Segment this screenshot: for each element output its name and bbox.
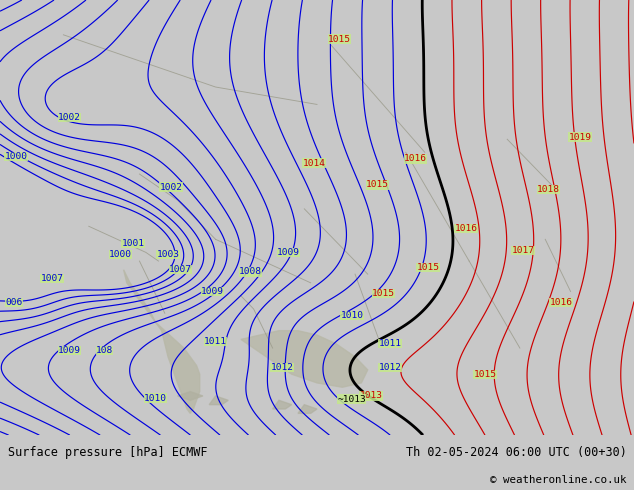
- Text: 1009: 1009: [201, 287, 224, 296]
- Text: 1017: 1017: [512, 245, 534, 255]
- Text: 1012: 1012: [271, 363, 294, 372]
- Text: Th 02-05-2024 06:00 UTC (00+30): Th 02-05-2024 06:00 UTC (00+30): [406, 446, 626, 459]
- Text: 1011: 1011: [204, 337, 227, 346]
- Text: 1007: 1007: [169, 265, 192, 274]
- Text: 006: 006: [5, 298, 23, 307]
- Polygon shape: [124, 270, 200, 414]
- Text: 1007: 1007: [41, 274, 63, 283]
- Polygon shape: [298, 405, 317, 414]
- Polygon shape: [178, 392, 203, 400]
- Text: 1016: 1016: [550, 298, 573, 307]
- Text: 1009: 1009: [277, 248, 300, 257]
- Text: 1002: 1002: [160, 183, 183, 192]
- Text: 1008: 1008: [239, 268, 262, 276]
- Text: 1015: 1015: [366, 180, 389, 190]
- Text: 1002: 1002: [58, 113, 81, 122]
- Text: 1013: 1013: [359, 392, 382, 400]
- Text: 1000: 1000: [4, 152, 27, 161]
- Text: Surface pressure [hPa] ECMWF: Surface pressure [hPa] ECMWF: [8, 446, 207, 459]
- Text: ~1013: ~1013: [337, 394, 366, 403]
- Text: 1001: 1001: [122, 239, 145, 248]
- Text: 1016: 1016: [455, 224, 477, 233]
- Text: 1010: 1010: [144, 393, 167, 403]
- Text: 1003: 1003: [157, 250, 179, 259]
- Text: 1015: 1015: [372, 289, 395, 298]
- Text: 1014: 1014: [302, 159, 325, 168]
- Text: © weatheronline.co.uk: © weatheronline.co.uk: [490, 475, 626, 485]
- Text: 1010: 1010: [340, 311, 363, 320]
- Text: 1015: 1015: [417, 263, 439, 272]
- Text: 1011: 1011: [378, 339, 401, 348]
- Polygon shape: [209, 396, 228, 405]
- Text: 1009: 1009: [58, 346, 81, 355]
- Polygon shape: [241, 331, 368, 387]
- Text: 1019: 1019: [569, 133, 592, 142]
- Text: 1015: 1015: [328, 35, 351, 44]
- Text: 1012: 1012: [378, 363, 401, 372]
- Text: 1018: 1018: [537, 185, 560, 194]
- Text: 1000: 1000: [109, 250, 132, 259]
- Text: 1016: 1016: [404, 154, 427, 163]
- Text: 108: 108: [96, 346, 113, 355]
- Text: 1015: 1015: [474, 369, 496, 379]
- Polygon shape: [273, 400, 292, 409]
